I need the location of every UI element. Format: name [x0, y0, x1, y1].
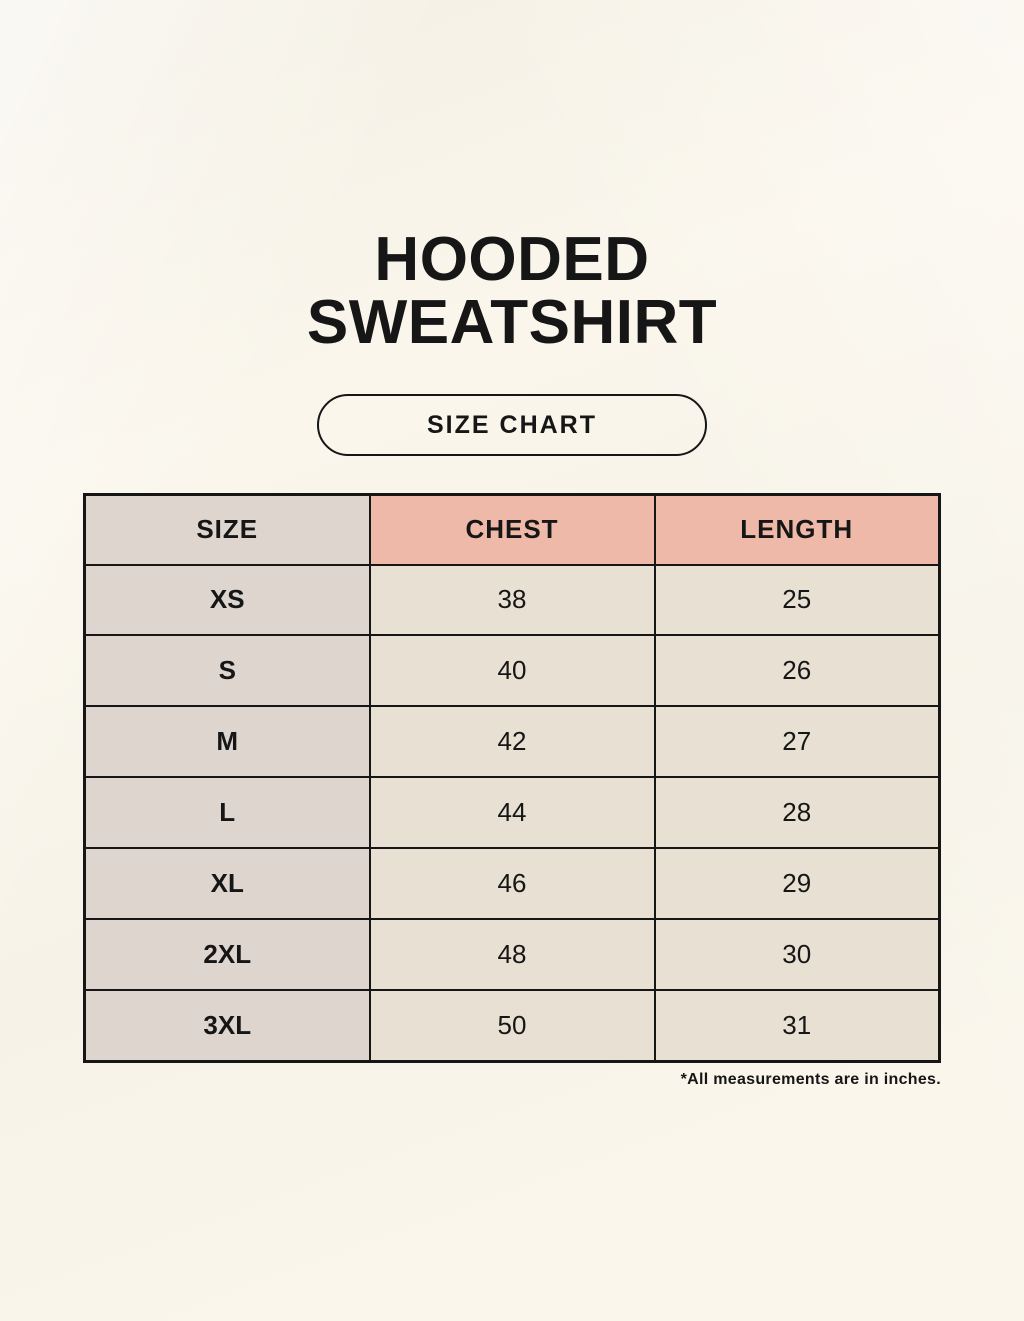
size-chart-button-label: SIZE CHART [427, 410, 597, 439]
measurements-footnote: *All measurements are in inches. [680, 1071, 941, 1088]
length-cell: 28 [653, 776, 941, 849]
table-row: XL 46 29 [83, 846, 941, 920]
length-cell: 27 [653, 705, 941, 779]
size-table-body: XS 38 25 S 40 26 M 42 27 L 44 28 XL 46 29 2XL 48 30 3XL 50 3… [83, 563, 941, 1063]
chest-cell: 42 [368, 705, 656, 779]
column-header-size: SIZE [83, 493, 371, 566]
size-chart-table-container: SIZE CHEST LENGTH XS 38 25 S 40 26 M 42 27 L 44 28 X… [83, 493, 941, 1063]
chest-cell: 40 [368, 634, 656, 708]
header-row: SIZE CHEST LENGTH [83, 493, 941, 566]
table-row: 2XL 48 30 [83, 917, 941, 991]
size-cell: XS [83, 563, 371, 637]
size-cell: L [83, 776, 371, 849]
table-row: XS 38 25 [83, 563, 941, 637]
page-title: HOODED SWEATSHIRT [0, 225, 1024, 358]
column-header-length: LENGTH [653, 493, 941, 566]
size-cell: 3XL [83, 988, 371, 1063]
size-cell: S [83, 634, 371, 708]
chest-cell: 48 [368, 917, 656, 991]
size-cell: M [83, 705, 371, 779]
table-row: M 42 27 [83, 705, 941, 779]
page-title-line2: SWEATSHIRT [306, 288, 718, 358]
size-cell: XL [83, 846, 371, 920]
chest-cell: 46 [368, 846, 656, 920]
length-cell: 26 [653, 634, 941, 708]
size-cell: 2XL [83, 917, 371, 991]
table-row: L 44 28 [83, 776, 941, 849]
chest-cell: 38 [368, 563, 656, 637]
size-chart-table: SIZE CHEST LENGTH XS 38 25 S 40 26 M 42 27 L 44 28 X… [83, 493, 941, 1063]
length-cell: 29 [653, 846, 941, 920]
length-cell: 25 [653, 563, 941, 637]
table-row: S 40 26 [83, 634, 941, 708]
size-chart-table-head: SIZE CHEST LENGTH [83, 493, 941, 566]
column-header-chest: CHEST [368, 493, 656, 566]
chest-cell: 50 [368, 988, 656, 1063]
page-title-line1: HOODED [374, 225, 650, 294]
chest-cell: 44 [368, 776, 656, 849]
table-row: 3XL 50 31 [83, 988, 941, 1063]
length-cell: 31 [653, 988, 941, 1063]
size-chart-button[interactable]: SIZE CHART [317, 394, 707, 456]
length-cell: 30 [653, 917, 941, 991]
